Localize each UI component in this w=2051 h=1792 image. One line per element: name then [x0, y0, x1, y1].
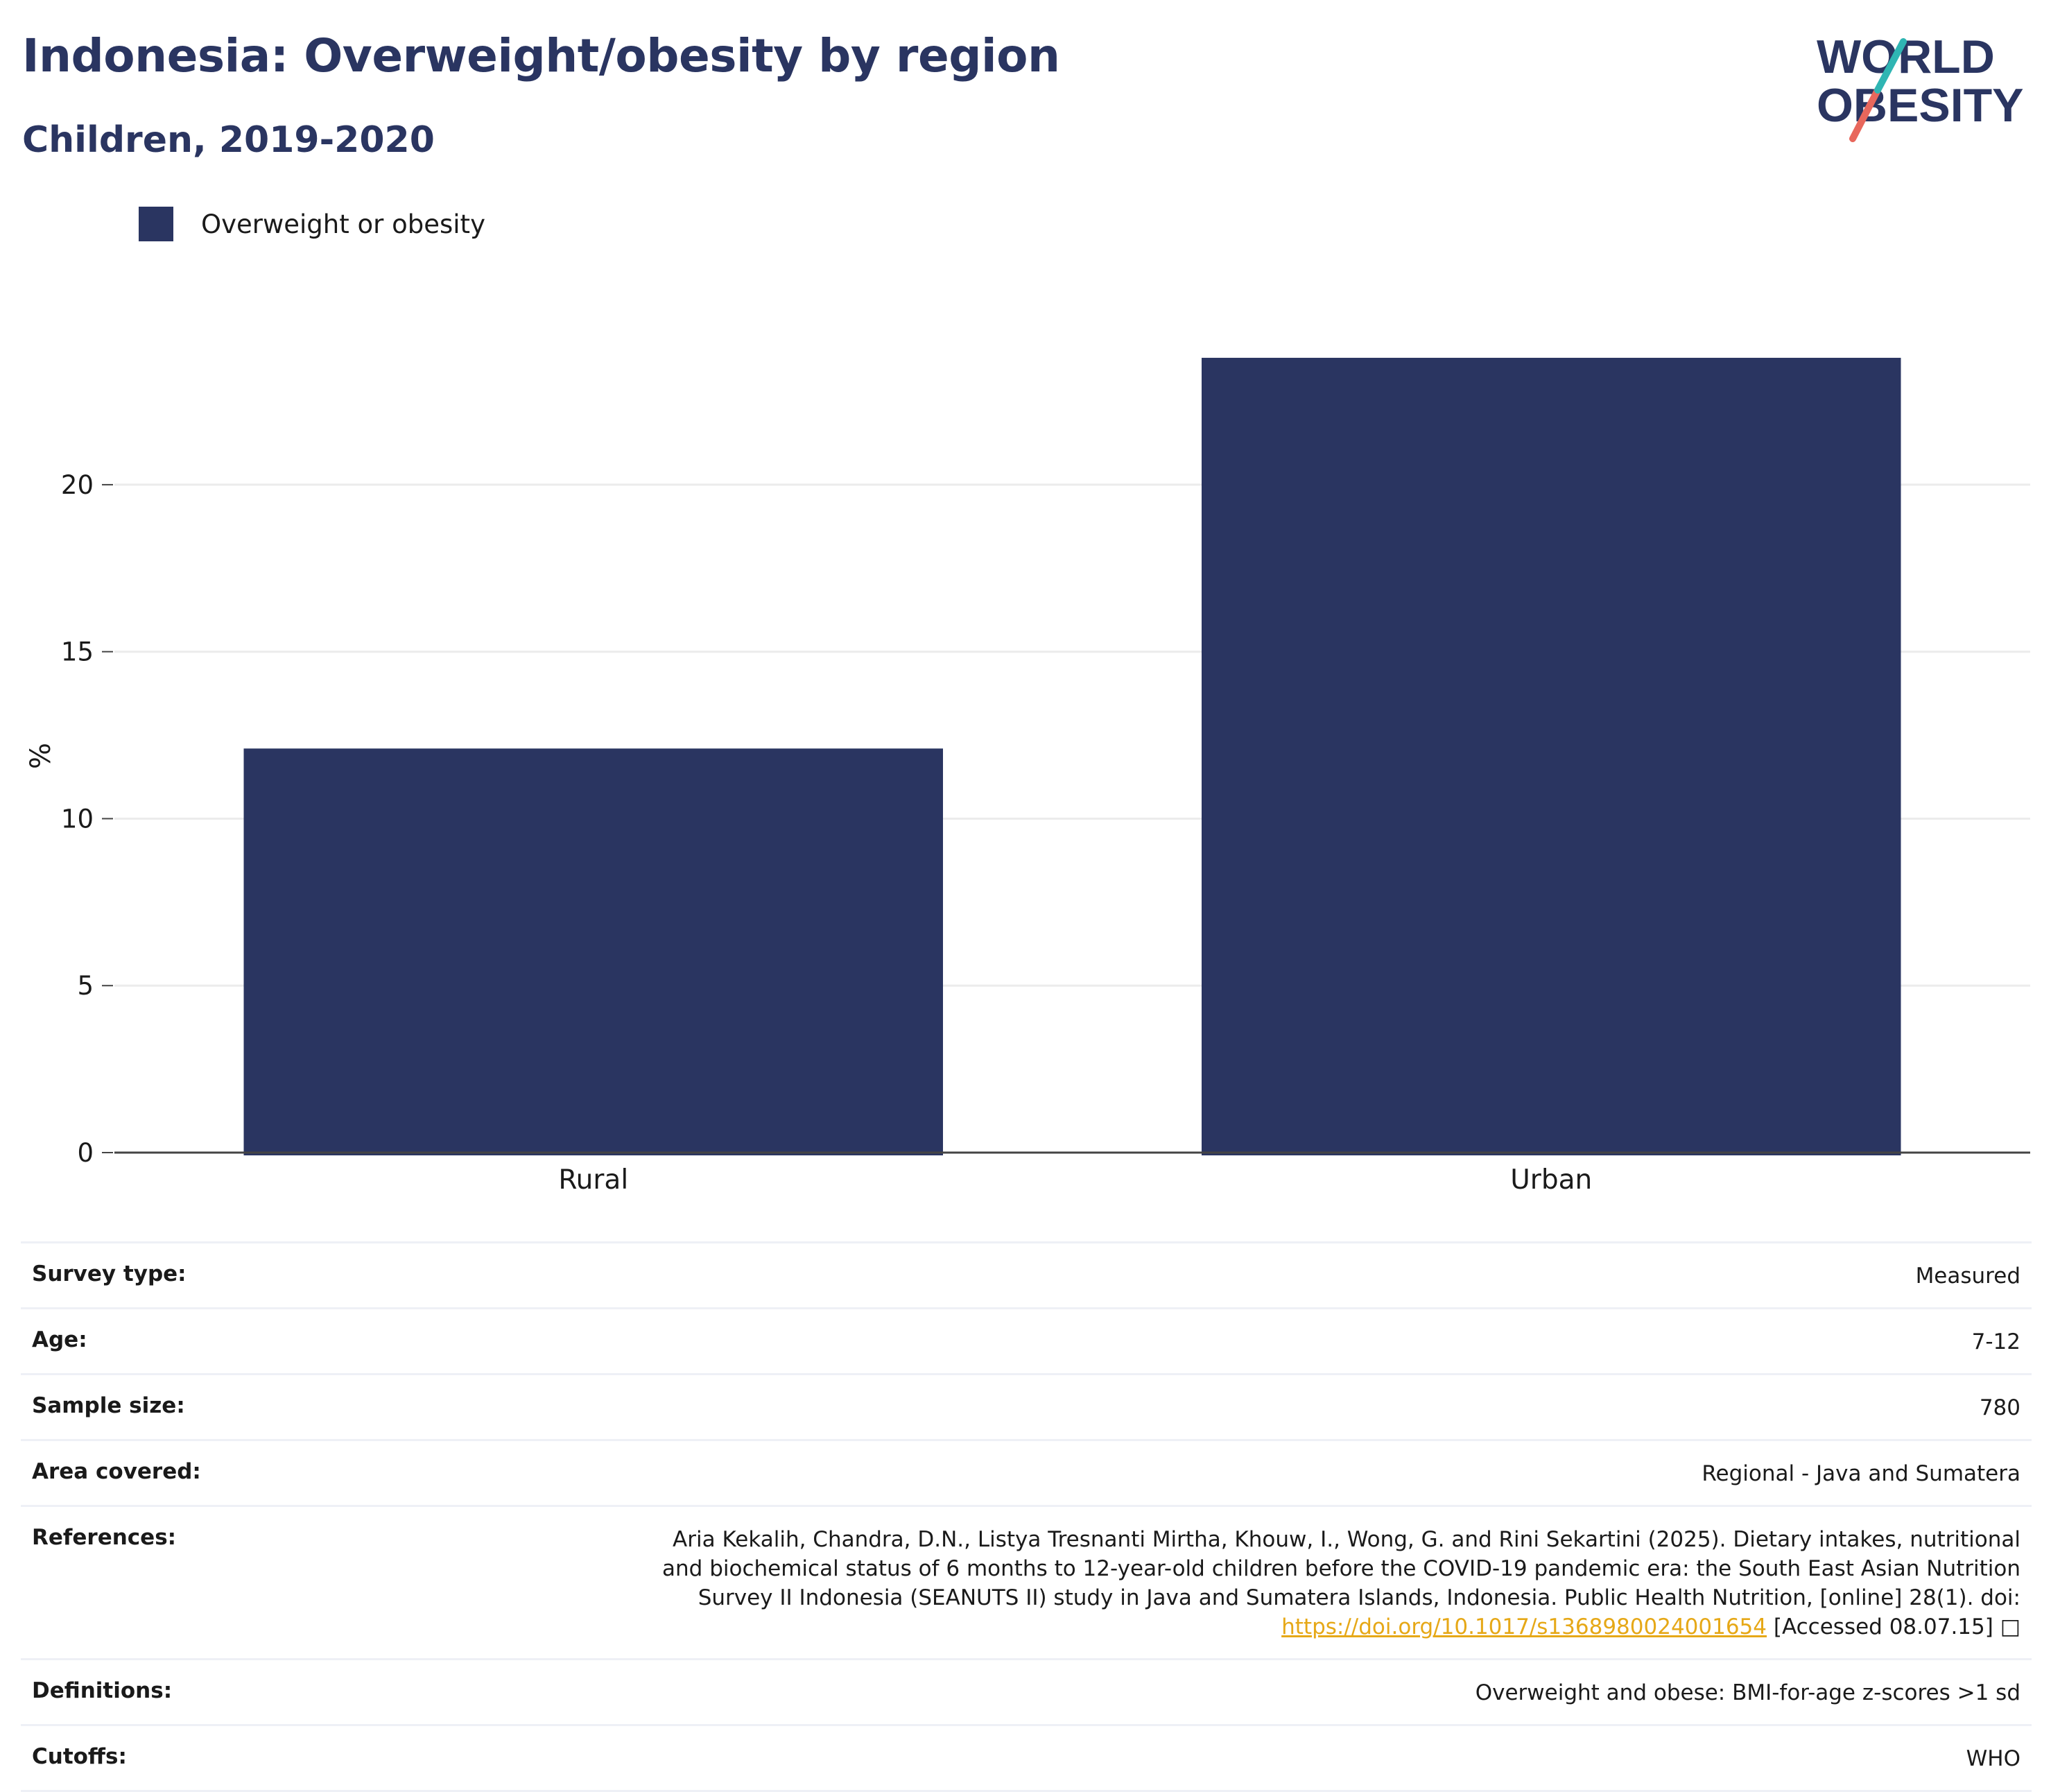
reference-accessed: [Accessed 08.07.15]: [1773, 1614, 1993, 1639]
detail-label: Age:: [32, 1327, 87, 1352]
y-tick-labels: 0 5 10 15 20: [61, 470, 113, 1168]
logo-slash-red: [1849, 87, 1881, 142]
reference-doi-link[interactable]: https://doi.org/10.1017/s136898002400165…: [1281, 1614, 1767, 1639]
detail-row-references: References: Aria Kekalih, Chandra, D.N.,…: [21, 1505, 2032, 1658]
logo-line2: OBESITY: [1817, 79, 2024, 132]
detail-label: References:: [32, 1525, 177, 1550]
detail-value: WHO: [1966, 1746, 2020, 1771]
y-tick-label: 0: [77, 1138, 94, 1168]
logo-line1: WORLD: [1817, 31, 1995, 83]
bar-chart: 0 5 10 15 20 Rural Urban %: [25, 357, 2030, 1196]
detail-label: Definitions:: [32, 1678, 173, 1703]
detail-label: Sample size:: [32, 1393, 185, 1418]
detail-row-cutoffs: Cutoffs: WHO: [21, 1724, 2032, 1792]
bar-urban[interactable]: [1202, 357, 1901, 1155]
x-category-label: Rural: [558, 1164, 628, 1196]
y-axis-title: %: [25, 743, 57, 769]
reference-text: Aria Kekalih, Chandra, D.N., Listya Tres…: [662, 1527, 2020, 1610]
y-tick-label: 5: [77, 971, 94, 1001]
legend-swatch[interactable]: [139, 207, 173, 241]
detail-row-sample-size: Sample size: 780: [21, 1373, 2032, 1439]
bar-rural[interactable]: [243, 748, 943, 1155]
detail-row-definitions: Definitions: Overweight and obese: BMI-f…: [21, 1658, 2032, 1724]
detail-value: Regional - Java and Sumatera: [1702, 1461, 2020, 1486]
external-link-icon[interactable]: □: [2000, 1614, 2020, 1639]
detail-value: Measured: [1915, 1264, 2020, 1289]
bars: [243, 357, 1901, 1155]
x-category-labels: Rural Urban: [558, 1164, 1592, 1196]
detail-value: Aria Kekalih, Chandra, D.N., Listya Tres…: [634, 1525, 2020, 1642]
chart-legend: Overweight or obesity: [139, 207, 485, 241]
page-subtitle: Children, 2019-2020: [22, 119, 435, 161]
page-title: Indonesia: Overweight/obesity by region: [22, 29, 1060, 83]
detail-value: Overweight and obese: BMI-for-age z-scor…: [1475, 1680, 2020, 1705]
world-obesity-logo[interactable]: WORLD OBESITY: [1803, 21, 2039, 146]
detail-value: 7-12: [1971, 1329, 2020, 1354]
detail-label: Cutoffs:: [32, 1744, 127, 1769]
y-tick-label: 20: [61, 470, 94, 500]
detail-label: Survey type:: [32, 1261, 187, 1286]
detail-value: 780: [1979, 1395, 2020, 1420]
detail-row-survey-type: Survey type: Measured: [21, 1241, 2032, 1307]
x-category-label: Urban: [1510, 1164, 1592, 1196]
logo-slash-teal: [1874, 38, 1907, 94]
y-tick-label: 10: [61, 804, 94, 834]
detail-label: Area covered:: [32, 1459, 201, 1484]
detail-row-area-covered: Area covered: Regional - Java and Sumate…: [21, 1439, 2032, 1505]
y-tick-label: 15: [61, 637, 94, 667]
survey-details: Survey type: Measured Age: 7-12 Sample s…: [21, 1241, 2032, 1792]
legend-label[interactable]: Overweight or obesity: [201, 209, 485, 239]
detail-row-age: Age: 7-12: [21, 1307, 2032, 1373]
